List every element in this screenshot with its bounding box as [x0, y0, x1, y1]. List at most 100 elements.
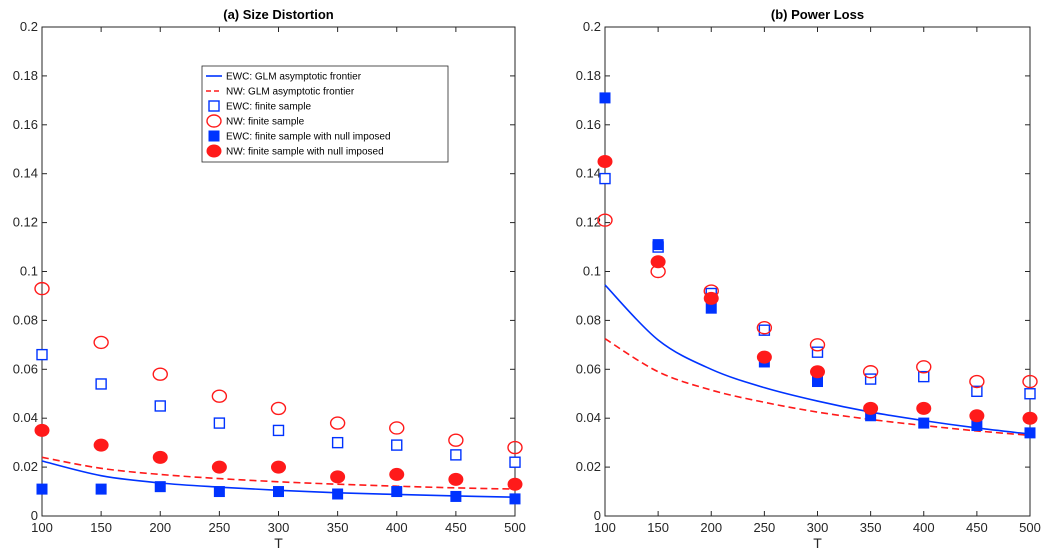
y-tick-label: 0.2	[20, 19, 38, 34]
data-point	[450, 449, 462, 461]
legend-swatch	[206, 144, 222, 158]
legend-item: EWC: finite sample with null imposed	[208, 130, 391, 143]
x-tick-label: 200	[149, 520, 171, 535]
data-point	[211, 460, 227, 474]
series-1	[604, 338, 1031, 437]
legend-item: NW: finite sample with null imposed	[206, 144, 384, 158]
legend-label: NW: finite sample	[226, 117, 305, 128]
data-point	[916, 360, 932, 374]
y-tick-label: 0.14	[576, 166, 601, 181]
y-tick-label: 0.18	[576, 68, 601, 83]
series-4	[599, 92, 1036, 439]
data-point	[34, 281, 50, 296]
legend-label: EWC: finite sample	[226, 102, 311, 113]
x-tick-label: 150	[647, 520, 669, 535]
data-point	[756, 321, 773, 335]
data-point	[329, 416, 346, 430]
x-tick-label: 350	[327, 520, 349, 535]
data-point	[509, 456, 521, 468]
y-tick-label: 0.06	[576, 361, 601, 376]
x-tick-label: 250	[754, 520, 776, 535]
series-3	[597, 213, 1038, 389]
data-point	[969, 374, 985, 389]
data-point	[703, 291, 719, 305]
x-tick-label: 400	[913, 520, 935, 535]
data-point	[152, 450, 168, 464]
y-tick-label: 0.02	[576, 459, 601, 474]
data-point	[971, 385, 983, 398]
data-point	[389, 467, 405, 481]
data-point	[597, 213, 613, 227]
axes-box	[604, 26, 1031, 517]
data-point	[154, 481, 166, 493]
y-tick-label: 0.04	[576, 410, 601, 425]
legend-label: EWC: GLM asymptotic frontier	[226, 72, 362, 83]
series-4	[36, 481, 521, 505]
data-point	[652, 239, 664, 251]
series-1	[41, 456, 516, 490]
y-tick-label: 0.08	[13, 312, 38, 327]
x-tick-label: 250	[209, 520, 231, 535]
data-point	[152, 367, 168, 381]
data-point	[95, 483, 107, 495]
y-tick-label: 0.14	[13, 166, 38, 181]
data-point	[273, 486, 284, 498]
data-point	[93, 438, 109, 452]
series-5	[34, 423, 523, 491]
data-point	[918, 417, 930, 429]
data-point	[811, 346, 824, 358]
legend-label: EWC: finite sample with null imposed	[226, 132, 391, 143]
y-tick-label: 0	[31, 508, 38, 523]
y-tick-label: 0.16	[576, 117, 601, 132]
panel-b: (b) Power Loss 0 0.02 0.04 0.06 0.08 0.1 0.12 0.…	[576, 7, 1041, 551]
data-point	[758, 324, 771, 336]
nw-frontier-line	[604, 338, 1031, 437]
data-point	[332, 488, 344, 500]
legend-box	[201, 65, 449, 163]
data-point	[93, 335, 109, 350]
data-point	[507, 440, 523, 455]
data-point	[330, 470, 346, 484]
data-point	[331, 436, 344, 449]
x-tick-label: 300	[268, 520, 290, 535]
series-0	[604, 284, 1031, 435]
data-point	[1024, 388, 1036, 400]
x-tick-label: 400	[386, 520, 408, 535]
y-tick-label: 0.2	[583, 19, 601, 34]
data-point	[509, 493, 521, 505]
data-point	[34, 423, 50, 437]
data-point	[271, 460, 286, 474]
data-point	[863, 401, 879, 415]
data-point	[391, 439, 403, 451]
x-axis-label: T	[274, 535, 283, 551]
x-tick-label: 100	[594, 520, 616, 535]
legend-swatch	[208, 100, 220, 112]
x-tick-label: 350	[860, 520, 882, 535]
data-point	[809, 338, 826, 352]
x-tick-label: 500	[1019, 520, 1041, 535]
data-point	[270, 401, 287, 416]
data-point	[507, 477, 523, 491]
data-point	[862, 365, 879, 379]
ewc-frontier-line	[604, 284, 1031, 435]
y-tick-label: 0.1	[20, 264, 38, 279]
chart-title: (a) Size Distortion	[223, 7, 334, 22]
data-point	[599, 172, 611, 185]
x-tick-label: 300	[807, 520, 829, 535]
chart-title: (b) Power Loss	[771, 7, 864, 22]
data-point	[95, 378, 107, 390]
series-3	[34, 281, 523, 455]
data-point	[650, 255, 666, 269]
data-point	[597, 154, 613, 168]
data-point	[864, 373, 877, 385]
data-point	[1022, 374, 1038, 389]
legend-label: NW: GLM asymptotic frontier	[226, 87, 355, 98]
y-tick-label: 0.02	[13, 459, 38, 474]
data-point	[211, 389, 228, 403]
data-point	[36, 348, 48, 361]
data-point	[272, 424, 285, 437]
data-point	[36, 483, 48, 495]
x-tick-label: 450	[445, 520, 467, 535]
x-axis-label: T	[813, 535, 822, 551]
